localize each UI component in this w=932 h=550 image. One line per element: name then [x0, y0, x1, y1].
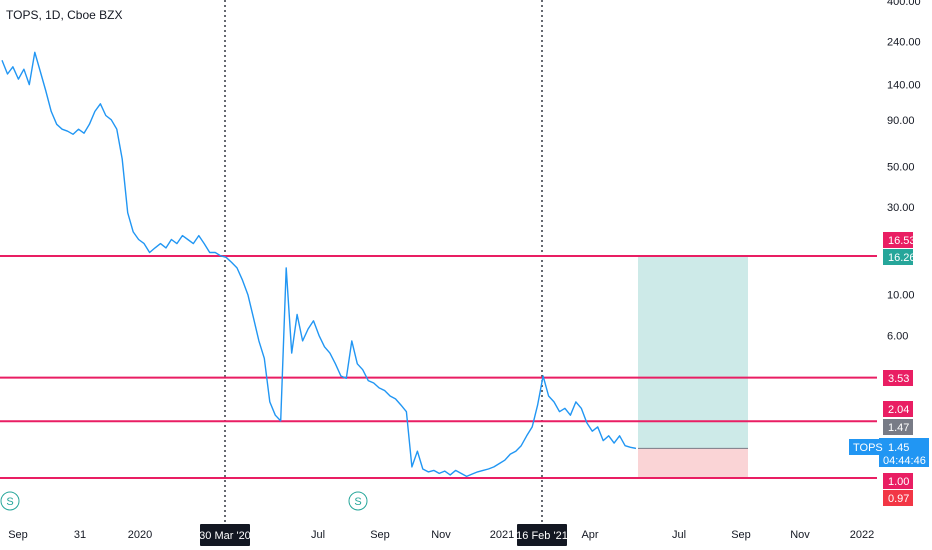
- x-tick-label: Sep: [8, 529, 28, 541]
- split-marker-label: S: [354, 496, 361, 508]
- price-badge: [883, 232, 913, 248]
- x-tick-label: 31: [74, 529, 86, 541]
- x-tick-label: 2020: [128, 529, 152, 541]
- current-price-badge: [879, 438, 929, 467]
- price-badge-label: 0.97: [888, 493, 909, 505]
- x-tick-label: 2022: [850, 529, 874, 541]
- x-tick-label: Apr: [581, 529, 598, 541]
- x-tick-label: Nov: [790, 529, 810, 541]
- x-tick-label: Jul: [672, 529, 686, 541]
- x-tick-label: 2021: [490, 529, 514, 541]
- split-marker-icon[interactable]: [348, 491, 368, 511]
- date-marker-label: 30 Mar '20: [199, 530, 251, 542]
- price-badge: [883, 490, 913, 506]
- x-tick-label: Nov: [431, 529, 451, 541]
- price-badge-label: 3.53: [888, 373, 909, 385]
- target-zone[interactable]: [638, 256, 748, 449]
- price-badge: [883, 249, 913, 265]
- x-tick-label: Sep: [731, 529, 751, 541]
- date-marker-label: 16 Feb '21: [516, 530, 568, 542]
- y-tick-label: 6.00: [887, 330, 908, 342]
- symbol-tag-label: TOPS: [853, 442, 883, 454]
- y-tick-label: 10.00: [887, 290, 915, 302]
- price-badge-label: 2.04: [888, 404, 909, 416]
- split-marker-label: S: [6, 496, 13, 508]
- symbol-tag: [849, 439, 879, 455]
- price-badge-label: 1.00: [888, 476, 909, 488]
- chart-title: TOPS, 1D, Cboe BZX: [6, 8, 123, 22]
- y-tick-label: 140.00: [887, 80, 921, 92]
- stop-zone[interactable]: [638, 448, 748, 478]
- price-badge: [883, 370, 913, 386]
- price-series-line[interactable]: [1, 51, 637, 478]
- date-marker-badge: [200, 524, 250, 546]
- date-marker-badge: [517, 524, 567, 546]
- y-tick-label: 240.00: [887, 37, 921, 49]
- y-tick-label: 400.00: [887, 0, 921, 8]
- y-tick-label: 50.00: [887, 162, 915, 174]
- y-tick-label: 90.00: [887, 115, 915, 127]
- price-badge: [883, 401, 913, 417]
- countdown-label: 04:44:46: [883, 455, 926, 467]
- price-badge-label: 1.47: [888, 422, 909, 434]
- split-marker-icon[interactable]: [0, 491, 20, 511]
- x-tick-label: Jul: [311, 529, 325, 541]
- y-tick-label: 30.00: [887, 202, 915, 214]
- x-tick-label: Sep: [370, 529, 390, 541]
- price-badge-label: 16.26: [888, 252, 916, 264]
- current-price-label: 1.45: [888, 442, 909, 454]
- price-badge-label: 16.53: [888, 235, 916, 247]
- price-badge: [883, 473, 913, 489]
- price-badge: [883, 419, 913, 435]
